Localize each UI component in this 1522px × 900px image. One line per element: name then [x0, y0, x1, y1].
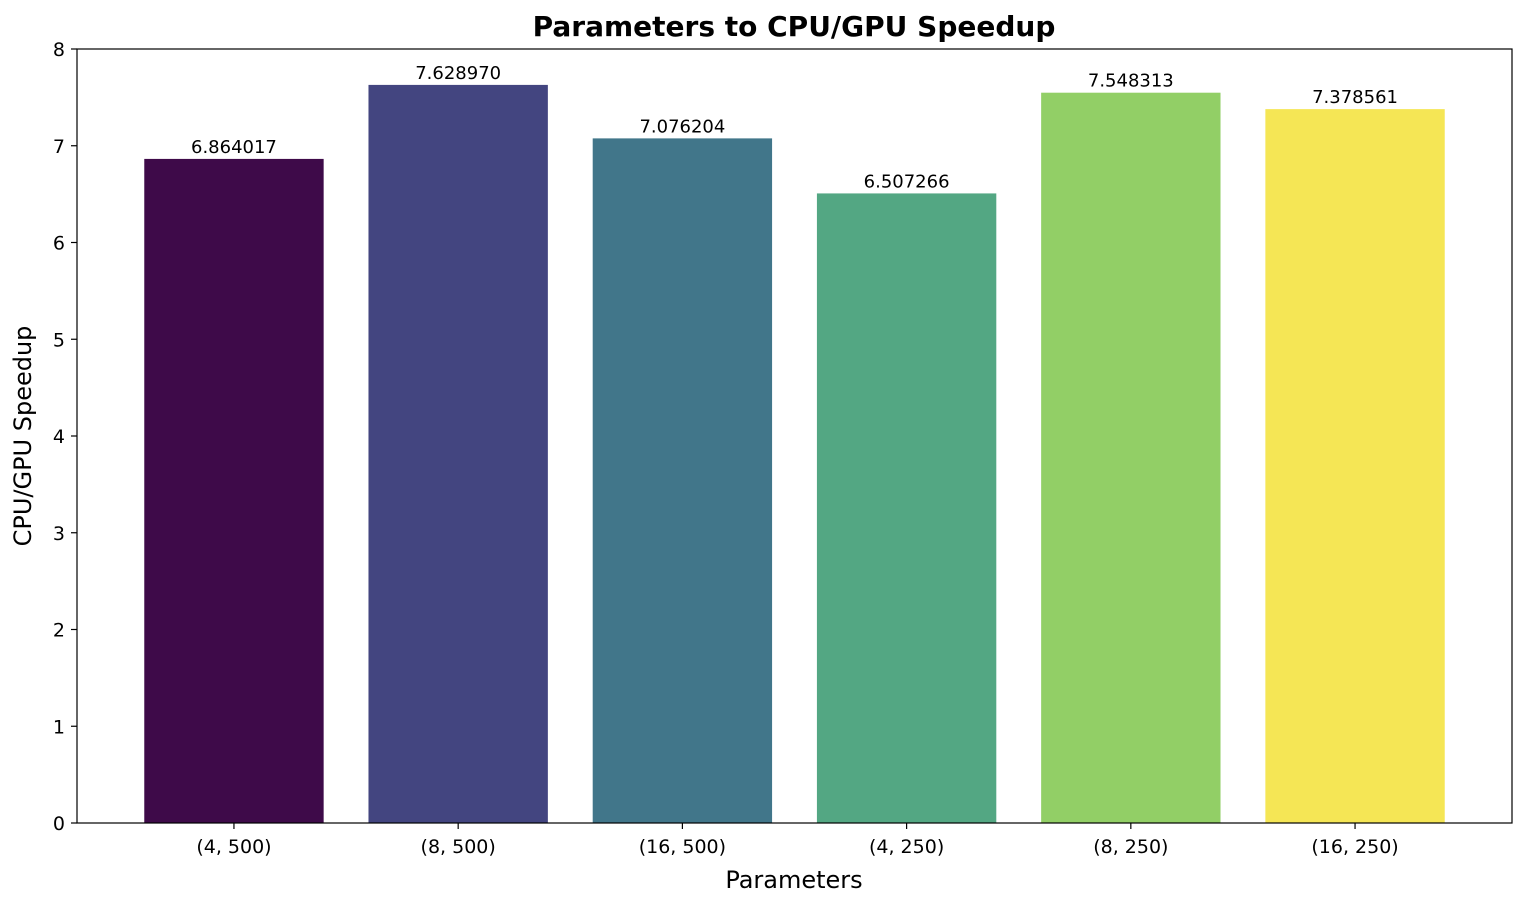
- x-tick-label: (16, 250): [1311, 836, 1398, 858]
- data-labels-layer: 6.864017 7.628970 7.076204 6.507266 7.548313…: [191, 63, 1398, 193]
- bar-value-label: 6.507266: [864, 171, 950, 192]
- bar: [592, 138, 773, 823]
- bar-value-label: 7.628970: [415, 63, 501, 84]
- x-tick-label: (16, 500): [639, 836, 726, 858]
- bar: [368, 84, 548, 823]
- y-tick-label: 1: [53, 716, 65, 738]
- bars-layer: [144, 84, 1445, 824]
- bar: [144, 158, 324, 823]
- bar-value-label: 7.548313: [1088, 71, 1174, 92]
- bar: [816, 193, 997, 824]
- y-tick-label: 5: [53, 329, 65, 351]
- y-tick-label: 0: [53, 813, 65, 835]
- bar-value-label: 7.378561: [1312, 87, 1398, 108]
- chart-title: Parameters to CPU/GPU Speedup: [533, 10, 1056, 43]
- bar-value-label: 7.076204: [639, 116, 725, 137]
- y-axis-title: CPU/GPU Speedup: [9, 326, 37, 547]
- x-tick-label: (4, 500): [196, 836, 271, 858]
- y-tick-label: 2: [53, 620, 65, 642]
- x-axis: (4, 500) (8, 500) (16, 500) (4, 250) (8, 250…: [196, 823, 1399, 858]
- bar: [1265, 109, 1445, 824]
- x-axis-title: Parameters: [725, 866, 862, 894]
- bar: [1041, 92, 1221, 823]
- y-tick-label: 4: [53, 426, 65, 448]
- x-tick-label: (4, 250): [869, 836, 944, 858]
- y-tick-label: 6: [53, 233, 65, 255]
- x-tick-label: (8, 500): [421, 836, 496, 858]
- y-axis: 0 1 2 3 4 5 6 7 8: [53, 39, 77, 835]
- y-tick-label: 7: [53, 136, 65, 158]
- y-tick-label: 3: [53, 523, 65, 545]
- bar-value-label: 6.864017: [191, 137, 277, 158]
- y-tick-label: 8: [53, 39, 65, 61]
- x-tick-label: (8, 250): [1093, 836, 1168, 858]
